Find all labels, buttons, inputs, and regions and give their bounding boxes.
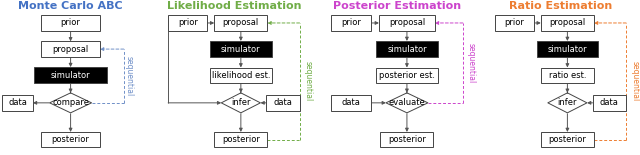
FancyBboxPatch shape [593,95,626,111]
FancyBboxPatch shape [168,15,207,31]
Text: posterior: posterior [548,135,586,144]
FancyBboxPatch shape [214,132,268,147]
Text: prior: prior [341,18,361,27]
Text: proposal: proposal [549,18,586,27]
Text: Posterior Estimation: Posterior Estimation [333,1,461,11]
Text: Likelihood Estimation: Likelihood Estimation [166,1,301,11]
Text: prior: prior [504,18,524,27]
FancyBboxPatch shape [541,68,594,83]
Text: sequential: sequential [125,56,134,96]
FancyBboxPatch shape [41,132,100,147]
FancyBboxPatch shape [541,132,594,147]
Text: data: data [8,98,27,107]
Text: proposal: proposal [52,45,89,54]
Text: ratio est.: ratio est. [548,71,586,80]
FancyBboxPatch shape [332,95,371,111]
Text: Ratio Estimation: Ratio Estimation [509,1,612,11]
Text: simulator: simulator [548,45,588,54]
FancyBboxPatch shape [541,15,594,31]
Text: sequential: sequential [304,61,313,102]
Text: posterior est.: posterior est. [379,71,435,80]
Text: evaluate: evaluate [388,98,426,107]
Text: prior: prior [61,18,81,27]
Polygon shape [386,93,428,113]
Text: simulator: simulator [387,45,427,54]
Text: simulator: simulator [51,71,90,80]
Text: posterior: posterior [52,135,90,144]
Polygon shape [50,93,92,113]
FancyBboxPatch shape [41,15,100,31]
Text: compare: compare [52,98,89,107]
Text: Monte Carlo ABC: Monte Carlo ABC [19,1,123,11]
Text: infer: infer [557,98,577,107]
FancyBboxPatch shape [495,15,534,31]
Text: posterior: posterior [222,135,260,144]
FancyBboxPatch shape [210,68,271,83]
FancyBboxPatch shape [376,41,438,57]
FancyBboxPatch shape [332,15,371,31]
FancyBboxPatch shape [210,41,271,57]
Text: sequential: sequential [630,61,639,102]
Text: prior: prior [178,18,198,27]
Text: data: data [600,98,619,107]
Text: sequential: sequential [467,43,476,83]
Polygon shape [221,93,260,113]
FancyBboxPatch shape [376,68,438,83]
FancyBboxPatch shape [379,15,435,31]
FancyBboxPatch shape [41,41,100,57]
Text: data: data [273,98,292,107]
Text: proposal: proposal [388,18,425,27]
Text: proposal: proposal [223,18,259,27]
FancyBboxPatch shape [380,132,433,147]
FancyBboxPatch shape [214,15,268,31]
FancyBboxPatch shape [266,95,300,111]
Polygon shape [548,93,587,113]
Text: data: data [342,98,360,107]
FancyBboxPatch shape [537,41,598,57]
Text: posterior: posterior [388,135,426,144]
FancyBboxPatch shape [35,67,107,83]
FancyBboxPatch shape [2,95,33,111]
Text: infer: infer [231,98,251,107]
Text: likelihood est.: likelihood est. [212,71,270,80]
Text: simulator: simulator [221,45,260,54]
